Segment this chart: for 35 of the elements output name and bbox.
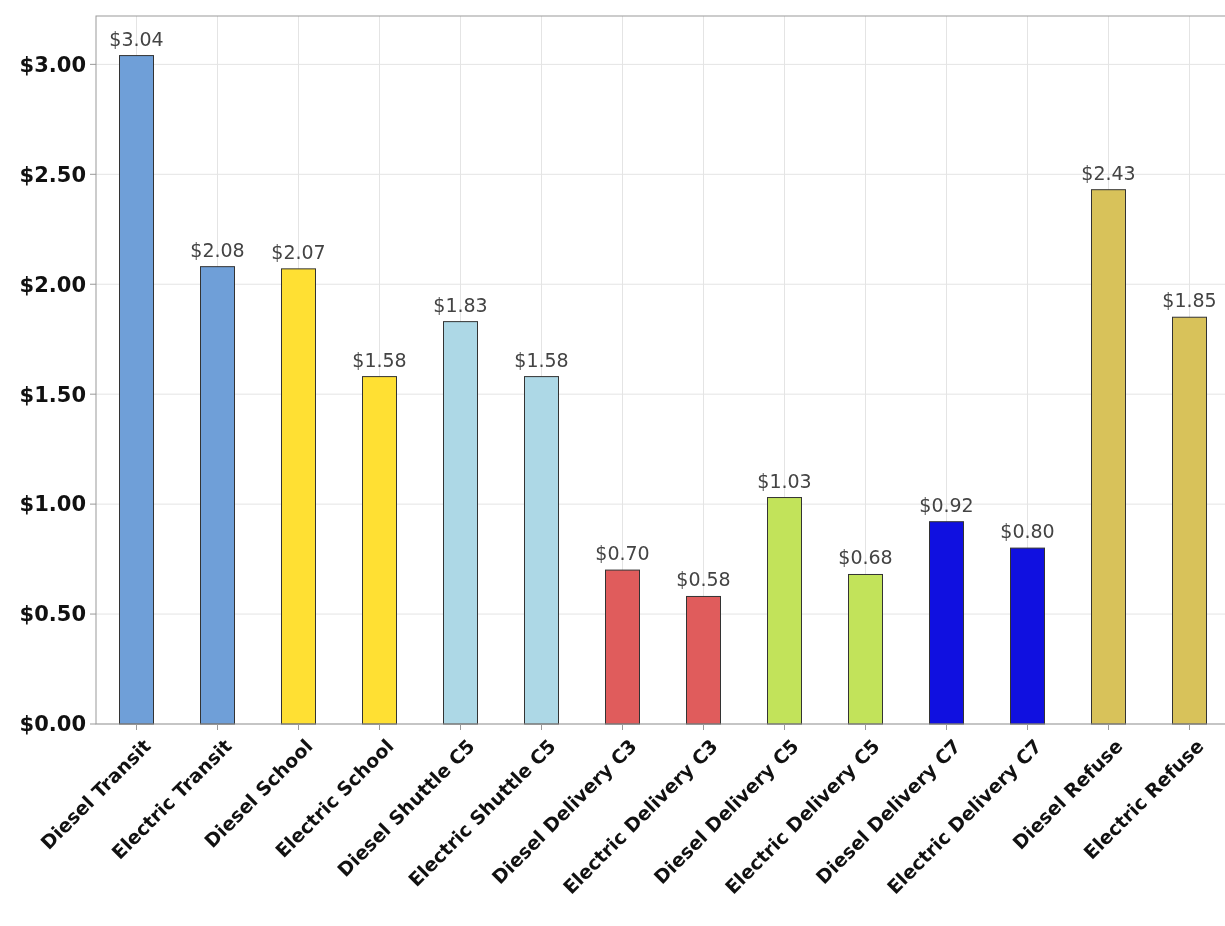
y-tick-label: $1.00 (19, 492, 86, 517)
bar (848, 573, 883, 725)
bar (1010, 547, 1045, 725)
y-tick-label: $2.50 (19, 162, 86, 187)
y-tick-label: $3.00 (19, 52, 86, 77)
data-label: $3.04 (109, 27, 164, 50)
bar (1091, 189, 1126, 725)
data-label: $1.58 (514, 348, 569, 371)
bar (1172, 316, 1207, 725)
data-label: $1.83 (433, 293, 488, 316)
data-label: $1.58 (352, 348, 407, 371)
y-tick-label: $0.50 (19, 602, 86, 627)
data-label: $2.08 (190, 238, 245, 261)
data-label: $1.03 (757, 469, 812, 492)
data-label: $0.70 (595, 542, 650, 565)
data-label: $1.85 (1162, 289, 1217, 312)
data-label: $0.58 (676, 568, 731, 591)
bar (443, 321, 478, 725)
data-label: $0.80 (1000, 520, 1055, 543)
bar (605, 569, 640, 725)
data-label: $0.92 (919, 493, 974, 516)
data-label: $2.43 (1081, 161, 1136, 184)
bar (281, 268, 316, 725)
bar (929, 521, 964, 725)
data-label: $2.07 (271, 240, 326, 263)
bar (767, 497, 802, 725)
bar (119, 55, 154, 725)
data-label: $0.68 (838, 546, 893, 569)
bar (524, 376, 559, 725)
y-tick-label: $2.00 (19, 272, 86, 297)
bar (686, 595, 721, 725)
y-tick-label: $1.50 (19, 382, 86, 407)
y-tick-label: $0.00 (19, 712, 86, 737)
bar (362, 376, 397, 725)
bar (200, 266, 235, 725)
